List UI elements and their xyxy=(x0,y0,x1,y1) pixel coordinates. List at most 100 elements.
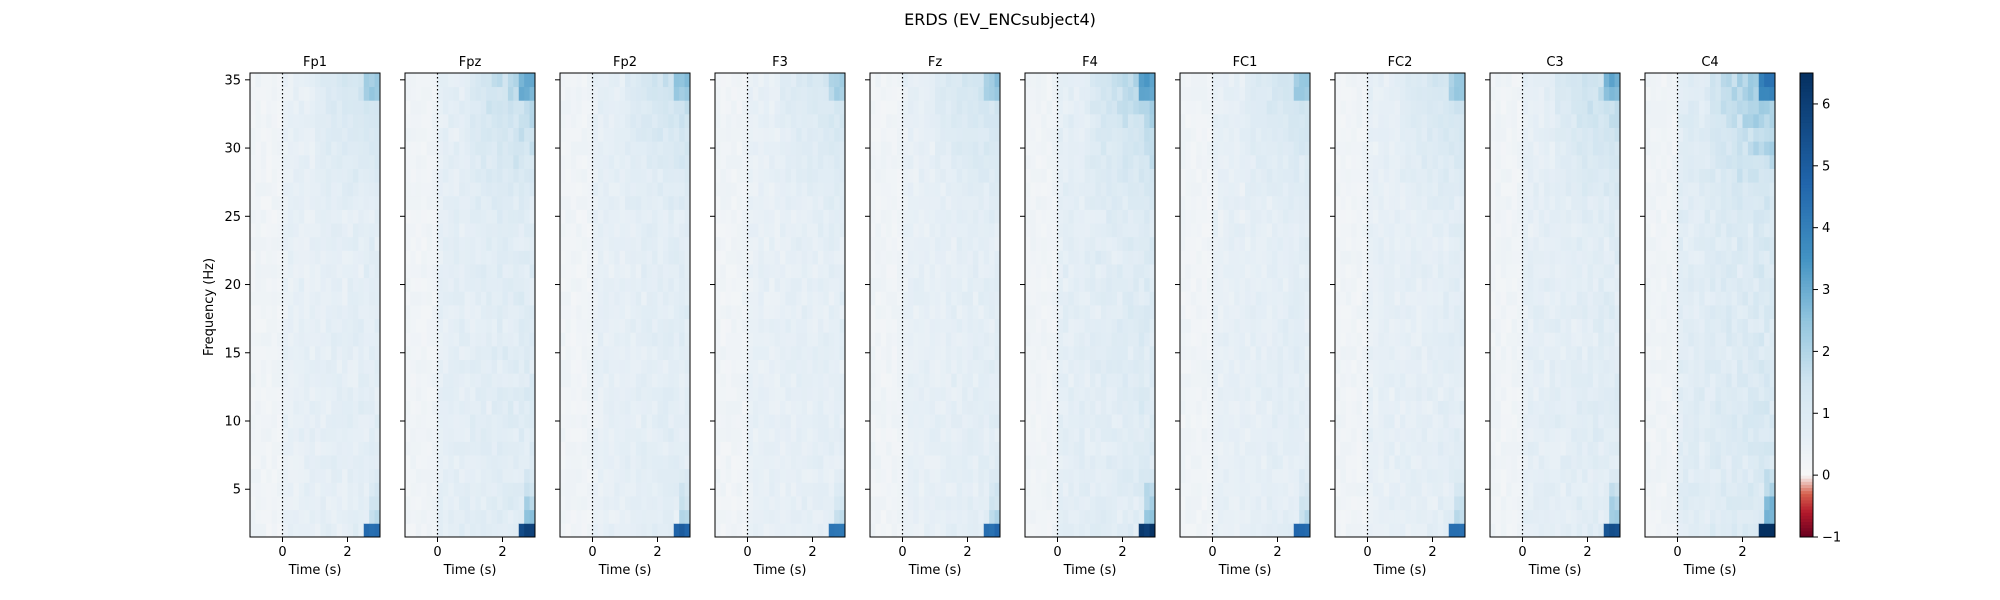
heatmap-cell xyxy=(581,250,588,265)
heatmap-cell xyxy=(597,468,604,483)
heatmap-cell xyxy=(752,127,759,142)
heatmap-cell xyxy=(978,482,985,497)
heatmap-cell xyxy=(880,291,887,306)
heatmap-cell xyxy=(951,73,958,88)
heatmap-cell xyxy=(1138,209,1145,224)
heatmap-cell xyxy=(513,509,520,524)
heatmap-cell xyxy=(352,277,359,292)
heatmap-cell xyxy=(720,359,727,374)
heatmap-cell xyxy=(875,113,882,128)
heatmap-cell xyxy=(405,509,411,524)
heatmap-cell xyxy=(935,182,941,197)
heatmap-cell xyxy=(972,154,979,169)
heatmap-cell xyxy=(597,482,604,497)
heatmap-cell xyxy=(951,414,958,429)
heatmap-cell xyxy=(679,277,685,292)
heatmap-cell xyxy=(801,277,808,292)
heatmap-cell xyxy=(1138,73,1145,88)
heatmap-cell xyxy=(309,345,316,360)
heatmap-cell xyxy=(298,141,305,156)
heatmap-cell xyxy=(347,195,354,210)
heatmap-cell xyxy=(715,291,721,306)
heatmap-cell xyxy=(758,182,765,197)
heatmap-cell xyxy=(747,318,754,333)
heatmap-cell xyxy=(250,509,256,524)
heatmap-cell xyxy=(668,168,675,183)
heatmap-cell xyxy=(752,291,759,306)
heatmap-cell xyxy=(1062,73,1069,88)
heatmap-cell xyxy=(277,168,283,183)
heatmap-cell xyxy=(1117,86,1123,101)
heatmap-cell xyxy=(945,154,952,169)
heatmap-cell xyxy=(684,345,691,360)
heatmap-cell xyxy=(513,250,520,265)
heatmap-cell xyxy=(342,223,348,238)
heatmap-cell xyxy=(1041,86,1048,101)
heatmap-cell xyxy=(250,113,256,128)
heatmap-cell xyxy=(581,127,588,142)
heatmap-cell xyxy=(907,195,914,210)
heatmap-cell xyxy=(1030,318,1037,333)
heatmap-cell xyxy=(459,386,465,401)
heatmap-cell xyxy=(839,509,846,524)
heatmap-cell xyxy=(774,482,781,497)
heatmap-cell xyxy=(720,250,727,265)
heatmap-cell xyxy=(668,154,675,169)
heatmap-cell xyxy=(470,113,476,128)
heatmap-cell xyxy=(415,455,422,470)
heatmap-cell xyxy=(625,195,631,210)
heatmap-cell xyxy=(902,414,909,429)
heatmap-cell xyxy=(581,100,588,115)
heatmap-cell xyxy=(1111,209,1118,224)
heatmap-cell xyxy=(491,73,498,88)
heatmap-cell xyxy=(597,345,604,360)
heatmap-cell xyxy=(870,345,876,360)
y-tick-label: 30 xyxy=(224,142,241,157)
heatmap-cell xyxy=(1100,523,1107,538)
heatmap-cell xyxy=(293,400,300,415)
heatmap-cell xyxy=(758,332,765,347)
heatmap-cell xyxy=(725,86,732,101)
heatmap-cell xyxy=(470,509,476,524)
heatmap-cell xyxy=(668,359,675,374)
heatmap-cell xyxy=(907,400,914,415)
heatmap-cell xyxy=(790,127,797,142)
heatmap-cell xyxy=(597,86,604,101)
heatmap-cell xyxy=(807,523,813,538)
heatmap-cell xyxy=(619,73,626,88)
heatmap-cell xyxy=(780,236,786,251)
heatmap-cell xyxy=(1095,386,1102,401)
heatmap-cell xyxy=(945,305,952,320)
heatmap-cell xyxy=(790,154,797,169)
heatmap-cell xyxy=(1041,195,1048,210)
heatmap-cell xyxy=(529,427,536,442)
heatmap-cell xyxy=(336,468,343,483)
heatmap-cell xyxy=(287,236,294,251)
heatmap-cell xyxy=(374,154,381,169)
heatmap-cell xyxy=(880,496,887,511)
heatmap-cell xyxy=(834,223,840,238)
heatmap-cell xyxy=(502,223,509,238)
heatmap-cell xyxy=(453,523,460,538)
heatmap-cell xyxy=(565,414,572,429)
heatmap-cell xyxy=(625,86,631,101)
heatmap-cell xyxy=(752,441,759,456)
heatmap-cell xyxy=(897,223,903,238)
heatmap-cell xyxy=(260,468,267,483)
heatmap-cell xyxy=(924,73,930,88)
heatmap-cell xyxy=(823,168,830,183)
heatmap-cell xyxy=(1041,414,1048,429)
heatmap-cell xyxy=(1106,291,1113,306)
heatmap-cell xyxy=(983,182,990,197)
heatmap-cell xyxy=(989,509,995,524)
heatmap-cell xyxy=(652,400,658,415)
heatmap-cell xyxy=(342,345,348,360)
heatmap-cell xyxy=(763,318,770,333)
heatmap-cell xyxy=(720,141,727,156)
heatmap-cell xyxy=(907,386,914,401)
heatmap-cell xyxy=(1117,318,1123,333)
heatmap-cell xyxy=(497,223,503,238)
heatmap-cell xyxy=(1030,86,1037,101)
heatmap-cell xyxy=(897,195,903,210)
heatmap-cell xyxy=(304,427,310,442)
